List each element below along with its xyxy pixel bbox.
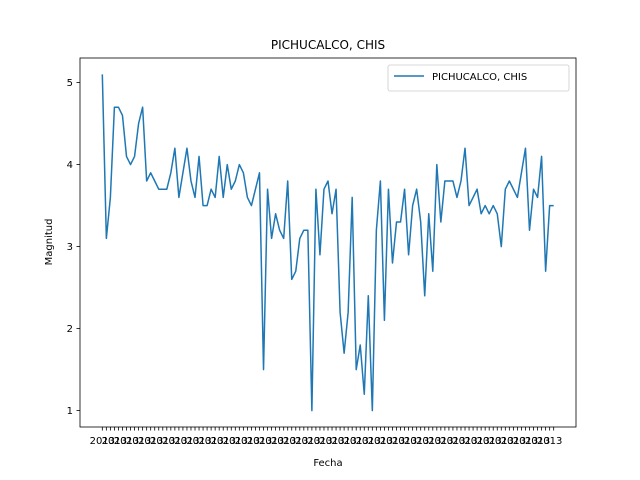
series-layer xyxy=(101,74,554,412)
legend: PICHUCALCO, CHIS xyxy=(387,64,570,92)
x-tick-label: 2013 xyxy=(186,436,211,447)
y-tick-label: 2 xyxy=(67,324,73,335)
x-tick-label: 2013 xyxy=(416,436,441,447)
x-tick-label: 2013 xyxy=(271,436,296,447)
x-tick-label: 2013 xyxy=(464,436,489,447)
plot-area xyxy=(80,58,576,427)
x-tick-label: 2013 xyxy=(380,436,405,447)
x-tick-label: 2013 xyxy=(126,436,151,447)
x-axis-title: Fecha xyxy=(313,458,342,469)
x-tick-label: 2013 xyxy=(210,436,235,447)
y-tick-label: 3 xyxy=(67,242,73,253)
y-axis-ticks: 1 2 3 4 5 xyxy=(67,78,80,417)
x-tick-label: 2013 xyxy=(223,436,248,447)
x-tick-label: 2013 xyxy=(343,436,368,447)
x-tick-label: 2013 xyxy=(525,436,550,447)
x-tick-label: 2013 xyxy=(114,436,139,447)
y-tick-label: 1 xyxy=(67,406,73,417)
x-tick-label: 2013 xyxy=(102,436,127,447)
x-tick-label: 2013 xyxy=(307,436,332,447)
y-tick-label: 5 xyxy=(67,78,73,89)
x-tick-label: 2013 xyxy=(331,436,356,447)
x-tick-label: 2013 xyxy=(440,436,465,447)
x-tick-label: 2013 xyxy=(235,436,260,447)
x-tick-label: 2013 xyxy=(295,436,320,447)
x-tick-label: 2013 xyxy=(452,436,477,447)
x-tick-label: 2013 xyxy=(513,436,538,447)
x-tick-label: 2013 xyxy=(392,436,417,447)
chart-title: PICHUCALCO, CHIS xyxy=(271,38,385,52)
x-tick-label: 2013 xyxy=(247,436,272,447)
y-axis-title: Magnitud xyxy=(44,219,55,266)
legend-box xyxy=(387,64,570,92)
x-tick-label: 2013 xyxy=(489,436,514,447)
x-tick-label: 2013 xyxy=(428,436,453,447)
x-tick-label: 2013 xyxy=(404,436,429,447)
plot-frame xyxy=(79,57,577,428)
series-line xyxy=(101,74,554,412)
legend-label: PICHUCALCO, CHIS xyxy=(432,72,527,83)
x-tick-label: 2013 xyxy=(368,436,393,447)
x-tick-label: 2013 xyxy=(537,436,562,447)
x-tick-label: 2013 xyxy=(138,436,163,447)
x-tick-label: 2013 xyxy=(283,436,308,447)
x-tick-label: 2013 xyxy=(174,436,199,447)
y-tick-label: 4 xyxy=(67,160,73,171)
x-tick-label: 2013 xyxy=(198,436,223,447)
x-tick-label: 2013 xyxy=(150,436,175,447)
x-axis-ticks: 2013201320132013201320132013201320132013… xyxy=(90,427,562,447)
x-tick-label: 2013 xyxy=(319,436,344,447)
x-tick-label: 2013 xyxy=(501,436,526,447)
x-tick-label: 2013 xyxy=(162,436,187,447)
x-tick-label: 2013 xyxy=(476,436,501,447)
x-tick-label: 2013 xyxy=(90,436,115,447)
x-tick-label: 2013 xyxy=(356,436,381,447)
x-tick-label: 2013 xyxy=(259,436,284,447)
